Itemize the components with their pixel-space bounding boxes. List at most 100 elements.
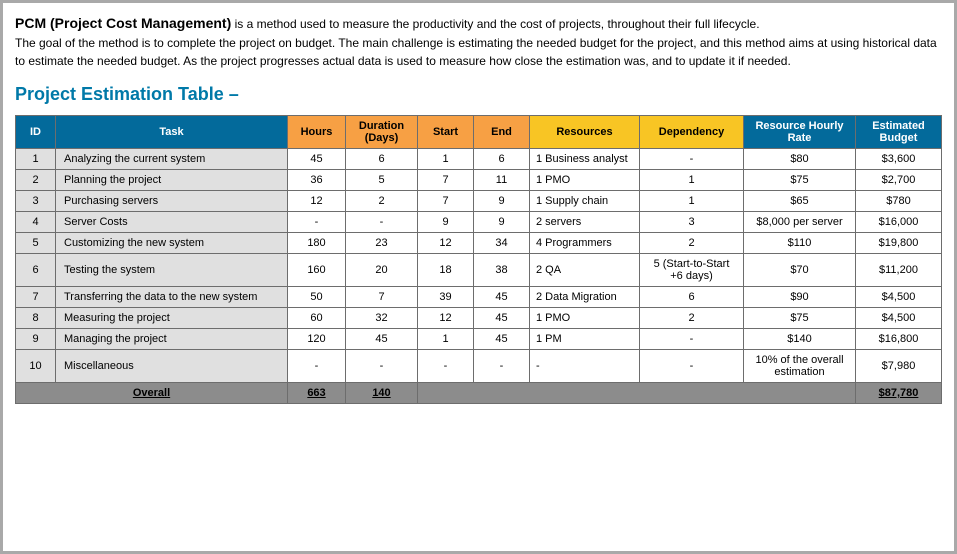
- cell-end: 34: [474, 233, 530, 254]
- cell-end: 45: [474, 308, 530, 329]
- cell-end: 45: [474, 287, 530, 308]
- cell-hours: 120: [288, 329, 346, 350]
- th-end: End: [474, 116, 530, 149]
- cell-rate: $70: [744, 254, 856, 287]
- cell-start: 18: [418, 254, 474, 287]
- overall-row: Overall 663 140 $87,780: [16, 383, 942, 404]
- cell-hours: 12: [288, 191, 346, 212]
- cell-duration: 7: [346, 287, 418, 308]
- cell-budget: $16,000: [856, 212, 942, 233]
- cell-task: Customizing the new system: [56, 233, 288, 254]
- cell-rate: $80: [744, 149, 856, 170]
- intro-first-line: is a method used to measure the producti…: [231, 17, 759, 31]
- cell-id: 8: [16, 308, 56, 329]
- cell-task: Analyzing the current system: [56, 149, 288, 170]
- intro-block: PCM (Project Cost Management) is a metho…: [15, 13, 942, 70]
- cell-rate: $75: [744, 308, 856, 329]
- table-row: 7Transferring the data to the new system…: [16, 287, 942, 308]
- cell-hours: -: [288, 350, 346, 383]
- cell-start: 7: [418, 170, 474, 191]
- cell-hours: 36: [288, 170, 346, 191]
- cell-resources: 2 Data Migration: [530, 287, 640, 308]
- th-task: Task: [56, 116, 288, 149]
- cell-end: 38: [474, 254, 530, 287]
- cell-resources: 1 PMO: [530, 170, 640, 191]
- cell-task: Measuring the project: [56, 308, 288, 329]
- cell-resources: 1 PMO: [530, 308, 640, 329]
- cell-start: 7: [418, 191, 474, 212]
- th-hours: Hours: [288, 116, 346, 149]
- cell-duration: -: [346, 350, 418, 383]
- cell-duration: 23: [346, 233, 418, 254]
- overall-budget: $87,780: [856, 383, 942, 404]
- table-row: 8Measuring the project603212451 PMO2$75$…: [16, 308, 942, 329]
- cell-hours: 60: [288, 308, 346, 329]
- cell-id: 6: [16, 254, 56, 287]
- cell-end: -: [474, 350, 530, 383]
- th-start: Start: [418, 116, 474, 149]
- cell-task: Testing the system: [56, 254, 288, 287]
- cell-budget: $780: [856, 191, 942, 212]
- overall-hours: 663: [288, 383, 346, 404]
- cell-start: 1: [418, 149, 474, 170]
- cell-budget: $4,500: [856, 308, 942, 329]
- intro-rest: The goal of the method is to complete th…: [15, 34, 942, 70]
- cell-budget: $16,800: [856, 329, 942, 350]
- cell-end: 9: [474, 212, 530, 233]
- cell-resources: 1 Business analyst: [530, 149, 640, 170]
- cell-resources: 1 Supply chain: [530, 191, 640, 212]
- cell-dependency: 2: [640, 233, 744, 254]
- table-row: 9Managing the project120451451 PM-$140$1…: [16, 329, 942, 350]
- cell-start: 1: [418, 329, 474, 350]
- estimation-table: ID Task Hours Duration (Days) Start End …: [15, 115, 942, 404]
- cell-task: Miscellaneous: [56, 350, 288, 383]
- cell-rate: $65: [744, 191, 856, 212]
- cell-id: 10: [16, 350, 56, 383]
- cell-dependency: 6: [640, 287, 744, 308]
- cell-hours: -: [288, 212, 346, 233]
- overall-empty: [418, 383, 856, 404]
- cell-id: 9: [16, 329, 56, 350]
- cell-start: 9: [418, 212, 474, 233]
- cell-budget: $3,600: [856, 149, 942, 170]
- table-row: 4Server Costs--992 servers3$8,000 per se…: [16, 212, 942, 233]
- th-dependency: Dependency: [640, 116, 744, 149]
- cell-rate: $110: [744, 233, 856, 254]
- cell-task: Planning the project: [56, 170, 288, 191]
- cell-rate: 10% of the overall estimation: [744, 350, 856, 383]
- cell-resources: 4 Programmers: [530, 233, 640, 254]
- table-row: 2Planning the project3657111 PMO1$75$2,7…: [16, 170, 942, 191]
- th-resources: Resources: [530, 116, 640, 149]
- cell-duration: 2: [346, 191, 418, 212]
- cell-duration: 20: [346, 254, 418, 287]
- cell-dependency: -: [640, 149, 744, 170]
- cell-resources: 2 servers: [530, 212, 640, 233]
- th-budget: Estimated Budget: [856, 116, 942, 149]
- cell-task: Transferring the data to the new system: [56, 287, 288, 308]
- cell-id: 7: [16, 287, 56, 308]
- cell-dependency: -: [640, 329, 744, 350]
- cell-hours: 45: [288, 149, 346, 170]
- table-head: ID Task Hours Duration (Days) Start End …: [16, 116, 942, 149]
- cell-end: 45: [474, 329, 530, 350]
- cell-budget: $19,800: [856, 233, 942, 254]
- table-row: 6Testing the system1602018382 QA5 (Start…: [16, 254, 942, 287]
- cell-duration: -: [346, 212, 418, 233]
- cell-hours: 50: [288, 287, 346, 308]
- cell-duration: 32: [346, 308, 418, 329]
- cell-hours: 180: [288, 233, 346, 254]
- section-title: Project Estimation Table –: [15, 84, 942, 105]
- cell-dependency: 3: [640, 212, 744, 233]
- cell-dependency: 2: [640, 308, 744, 329]
- cell-id: 2: [16, 170, 56, 191]
- cell-resources: 2 QA: [530, 254, 640, 287]
- cell-budget: $4,500: [856, 287, 942, 308]
- cell-duration: 45: [346, 329, 418, 350]
- cell-dependency: -: [640, 350, 744, 383]
- th-duration: Duration (Days): [346, 116, 418, 149]
- cell-duration: 5: [346, 170, 418, 191]
- table-row: 5Customizing the new system1802312344 Pr…: [16, 233, 942, 254]
- cell-id: 1: [16, 149, 56, 170]
- cell-budget: $11,200: [856, 254, 942, 287]
- cell-budget: $7,980: [856, 350, 942, 383]
